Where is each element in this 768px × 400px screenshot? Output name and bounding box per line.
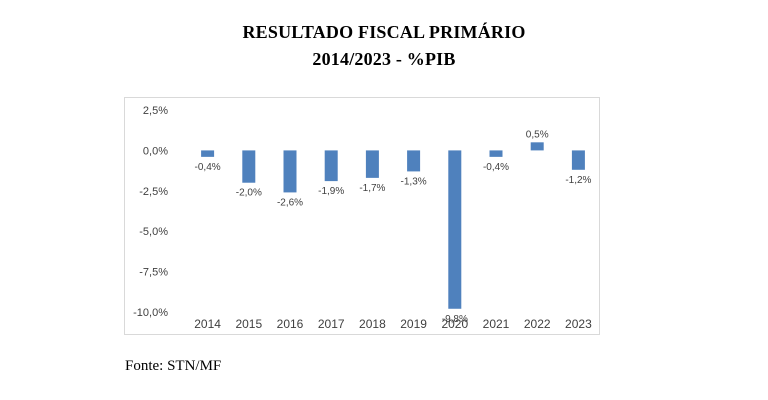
y-tick-label: -2,5% bbox=[139, 186, 168, 198]
data-label: -0,4% bbox=[483, 162, 509, 173]
data-label: -9,8% bbox=[442, 314, 468, 325]
bar bbox=[489, 150, 503, 157]
data-label: -0,4% bbox=[195, 162, 221, 173]
bar bbox=[448, 150, 462, 309]
x-tick-label: 2019 bbox=[400, 317, 427, 331]
x-tick-label: 2018 bbox=[359, 317, 386, 331]
chart-area: 2,5% 0,0% -2,5% -5,0% -7,5% -10,0% -0,4% -2,0% -… bbox=[124, 97, 600, 335]
x-tick-label: 2015 bbox=[235, 317, 262, 331]
data-label: -1,9% bbox=[318, 186, 344, 197]
bar bbox=[283, 150, 297, 193]
bar bbox=[324, 150, 338, 182]
source-note: Fonte: STN/MF bbox=[125, 358, 222, 374]
data-label: 0,5% bbox=[526, 129, 549, 140]
y-tick-label: 0,0% bbox=[143, 145, 168, 157]
bar bbox=[242, 150, 256, 183]
data-label: -1,7% bbox=[359, 183, 385, 194]
bar bbox=[365, 150, 379, 178]
data-label: -2,0% bbox=[236, 188, 262, 199]
bar bbox=[201, 150, 215, 157]
bar bbox=[407, 150, 421, 172]
x-tick-label: 2017 bbox=[318, 317, 345, 331]
data-label: -1,3% bbox=[401, 176, 427, 187]
bar-chart: 2,5% 0,0% -2,5% -5,0% -7,5% -10,0% -0,4% -2,0% -… bbox=[133, 105, 592, 331]
x-tick-label: 2021 bbox=[483, 317, 510, 331]
x-tick-label: 2022 bbox=[524, 317, 551, 331]
y-tick-label: -5,0% bbox=[139, 226, 168, 238]
x-tick-label: 2014 bbox=[194, 317, 221, 331]
x-tick-label: 2023 bbox=[565, 317, 592, 331]
y-tick-label: -10,0% bbox=[133, 307, 168, 319]
bar bbox=[530, 142, 544, 151]
x-tick-label: 2016 bbox=[277, 317, 304, 331]
data-label: -1,2% bbox=[565, 175, 591, 186]
y-tick-label: -7,5% bbox=[139, 267, 168, 279]
bar bbox=[571, 150, 585, 170]
chart-title: RESULTADO FISCAL PRIMÁRIO bbox=[242, 22, 526, 42]
data-label: -2,6% bbox=[277, 197, 303, 208]
chart-subtitle: 2014/2023 - %PIB bbox=[312, 49, 456, 69]
x-tick-label: 2020 bbox=[441, 317, 468, 331]
y-tick-label: 2,5% bbox=[143, 105, 168, 117]
